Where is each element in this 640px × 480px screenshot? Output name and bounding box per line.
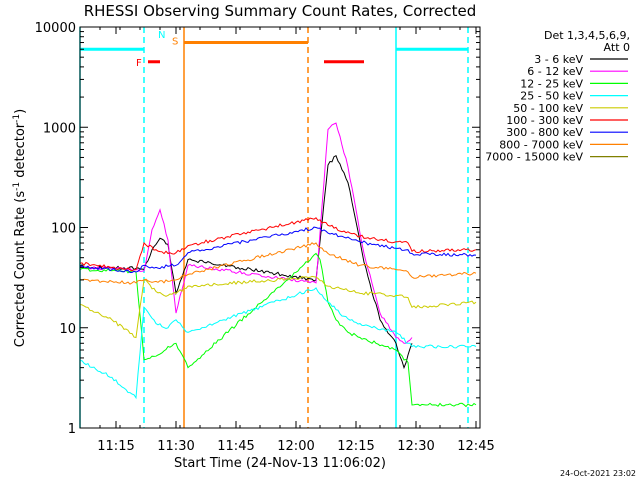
legend-label-5: 100 - 300 keV (506, 114, 583, 127)
plot-frame (79, 26, 481, 429)
y-axis: 1 10 100 1000 10000 (35, 21, 480, 437)
y-tick-label-0: 1 (68, 422, 76, 437)
flag-bars: N F S (80, 30, 468, 69)
y-label-sup-1: -1 (12, 182, 22, 191)
series-line-0 (79, 155, 413, 370)
series-line-6 (79, 226, 477, 273)
x-tick-label-2: 11:45 (217, 439, 254, 454)
legend-label-1: 6 - 12 keV (527, 65, 583, 78)
legend-label-8: 7000 - 15000 keV (485, 151, 583, 164)
legend-label-7: 800 - 7000 keV (499, 138, 583, 151)
y-tick-label-3: 1000 (43, 121, 76, 136)
x-tick-label-1: 11:30 (157, 439, 194, 454)
legend-label-4: 50 - 100 keV (513, 102, 583, 115)
series-lines (79, 122, 477, 408)
y-tick-label-4: 10000 (35, 21, 76, 36)
y-tick-label-1: 10 (59, 322, 76, 337)
series-line-3 (79, 287, 477, 400)
legend-label-0: 3 - 6 keV (534, 53, 583, 66)
series-line-1 (79, 122, 413, 344)
y-label-text-2: detector (13, 122, 28, 182)
x-axis-label: Start Time (24-Nov-13 11:06:02) (174, 456, 386, 471)
y-tick-label-2: 100 (51, 222, 76, 237)
x-tick-label-5: 12:30 (397, 439, 434, 454)
y-label-text-1: Corrected Count Rate (s (13, 191, 28, 348)
footer-date: 24-Oct-2021 23:02 (560, 469, 636, 478)
chart-title: RHESSI Observing Summary Count Rates, Co… (84, 2, 477, 20)
flag-label-N: N (158, 30, 165, 41)
x-tick-label-3: 12:00 (277, 439, 314, 454)
x-axis: 11:15 11:30 11:45 12:00 12:15 12:30 12:45 (79, 27, 495, 454)
legend-header-line-1: Det 1,3,4,5,6,9, (544, 29, 630, 42)
series-line-5 (79, 217, 477, 272)
series-line-7 (79, 242, 477, 285)
series-line-4 (79, 275, 477, 339)
x-tick-label-0: 11:15 (97, 439, 134, 454)
legend-header-line-2: Att 0 (604, 41, 630, 54)
y-label-text-3: ) (13, 109, 28, 114)
legend-label-3: 25 - 50 keV (520, 90, 583, 103)
x-tick-label-4: 12:15 (337, 439, 374, 454)
legend-label-2: 12 - 25 keV (520, 77, 583, 90)
y-label-sup-2: -1 (12, 114, 22, 123)
y-axis-label: Corrected Count Rate (s-1 detector-1) (12, 109, 28, 347)
legend-label-6: 300 - 800 keV (506, 126, 583, 139)
series-line-2 (79, 252, 477, 408)
flag-label-S: S (172, 37, 178, 48)
flag-label-F: F (136, 58, 142, 69)
x-tick-label-6: 12:45 (457, 439, 494, 454)
